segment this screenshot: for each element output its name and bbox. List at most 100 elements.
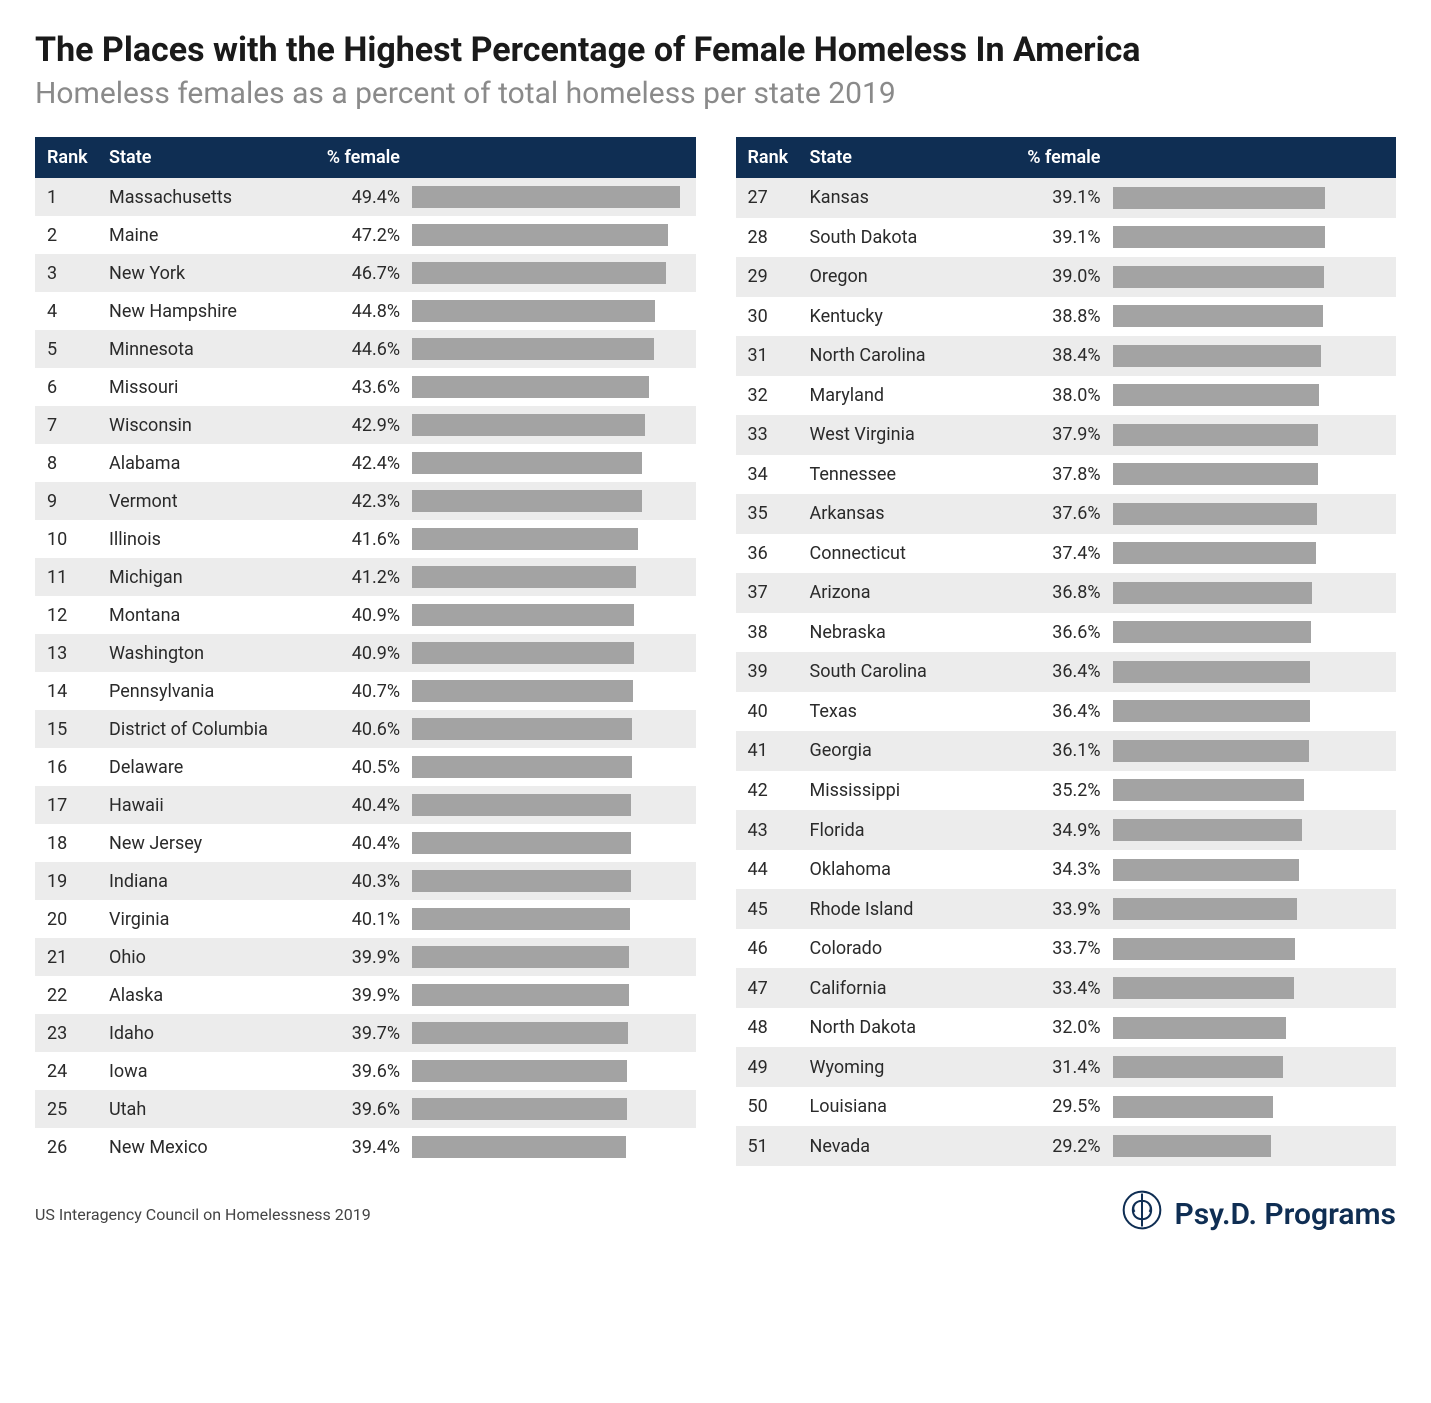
bar: [412, 908, 630, 930]
cell-bar: [1113, 1047, 1397, 1087]
cell-rank: 49: [736, 1047, 798, 1087]
table-row: 23Idaho39.7%: [35, 1014, 696, 1052]
bar: [1113, 621, 1312, 643]
cell-bar: [412, 1128, 696, 1166]
cell-bar: [412, 710, 696, 748]
cell-pct: 43.6%: [312, 368, 412, 406]
cell-bar: [1113, 613, 1397, 653]
bar: [1113, 305, 1324, 327]
table-right: Rank State % female 27Kansas39.1%28South…: [736, 137, 1397, 1166]
bar: [1113, 424, 1319, 446]
cell-pct: 38.4%: [1013, 336, 1113, 376]
cell-pct: 39.9%: [312, 976, 412, 1014]
cell-state: Delaware: [97, 748, 312, 786]
table-row: 5Minnesota44.6%: [35, 330, 696, 368]
table-row: 47California33.4%: [736, 968, 1397, 1008]
cell-bar: [412, 862, 696, 900]
bar: [412, 376, 649, 398]
bar: [412, 490, 642, 512]
cell-pct: 47.2%: [312, 216, 412, 254]
cell-rank: 29: [736, 257, 798, 297]
bar: [1113, 819, 1303, 841]
bar: [412, 338, 654, 360]
cell-state: Montana: [97, 596, 312, 634]
cell-rank: 48: [736, 1008, 798, 1048]
cell-rank: 20: [35, 900, 97, 938]
cell-rank: 37: [736, 573, 798, 613]
bar: [1113, 1056, 1284, 1078]
cell-bar: [412, 292, 696, 330]
bar: [1113, 187, 1325, 209]
cell-bar: [1113, 178, 1397, 218]
cell-pct: 29.2%: [1013, 1126, 1113, 1166]
cell-bar: [1113, 573, 1397, 613]
cell-state: Louisiana: [798, 1087, 1013, 1127]
bar: [1113, 938, 1296, 960]
cell-bar: [1113, 376, 1397, 416]
table-row: 8Alabama42.4%: [35, 444, 696, 482]
cell-rank: 35: [736, 494, 798, 534]
bar: [1113, 661, 1311, 683]
bar: [412, 1136, 626, 1158]
table-row: 38Nebraska36.6%: [736, 613, 1397, 653]
bar: [412, 566, 636, 588]
cell-bar: [1113, 968, 1397, 1008]
bar: [1113, 779, 1304, 801]
cell-bar: [412, 1014, 696, 1052]
cell-pct: 40.4%: [312, 786, 412, 824]
cell-pct: 36.6%: [1013, 613, 1113, 653]
cell-state: Missouri: [97, 368, 312, 406]
cell-state: Georgia: [798, 731, 1013, 771]
cell-pct: 40.3%: [312, 862, 412, 900]
bar: [1113, 1017, 1287, 1039]
bar: [412, 452, 642, 474]
cell-state: Indiana: [97, 862, 312, 900]
cell-bar: [412, 938, 696, 976]
cell-state: Wyoming: [798, 1047, 1013, 1087]
bar: [412, 832, 631, 854]
bar: [1113, 384, 1319, 406]
table-row: 13Washington40.9%: [35, 634, 696, 672]
cell-bar: [1113, 1126, 1397, 1166]
table-row: 43Florida34.9%: [736, 810, 1397, 850]
bar: [1113, 463, 1318, 485]
bar: [1113, 582, 1313, 604]
cell-state: Michigan: [97, 558, 312, 596]
cell-rank: 10: [35, 520, 97, 558]
cell-pct: 46.7%: [312, 254, 412, 292]
cell-rank: 44: [736, 850, 798, 890]
cell-rank: 46: [736, 929, 798, 969]
cell-pct: 36.1%: [1013, 731, 1113, 771]
table-row: 19Indiana40.3%: [35, 862, 696, 900]
cell-pct: 32.0%: [1013, 1008, 1113, 1048]
cell-bar: [1113, 810, 1397, 850]
table-row: 29Oregon39.0%: [736, 257, 1397, 297]
cell-rank: 32: [736, 376, 798, 416]
cell-rank: 16: [35, 748, 97, 786]
cell-bar: [1113, 889, 1397, 929]
cell-bar: [1113, 850, 1397, 890]
cell-bar: [1113, 257, 1397, 297]
bar: [1113, 226, 1325, 248]
col-header-rank: Rank: [35, 137, 97, 178]
table-row: 39South Carolina36.4%: [736, 652, 1397, 692]
bar: [1113, 542, 1316, 564]
cell-rank: 30: [736, 297, 798, 337]
table-row: 31North Carolina38.4%: [736, 336, 1397, 376]
table-row: 4New Hampshire44.8%: [35, 292, 696, 330]
cell-state: Illinois: [97, 520, 312, 558]
cell-bar: [1113, 731, 1397, 771]
bar: [412, 414, 645, 436]
table-row: 28South Dakota39.1%: [736, 218, 1397, 258]
bar: [1113, 740, 1309, 762]
table-row: 14Pennsylvania40.7%: [35, 672, 696, 710]
cell-state: Washington: [97, 634, 312, 672]
bar: [1113, 345, 1322, 367]
cell-state: Arizona: [798, 573, 1013, 613]
cell-bar: [412, 178, 696, 216]
bar: [412, 1022, 628, 1044]
cell-state: Tennessee: [798, 455, 1013, 495]
bar: [1113, 1135, 1272, 1157]
table-row: 21Ohio39.9%: [35, 938, 696, 976]
bar: [412, 528, 638, 550]
